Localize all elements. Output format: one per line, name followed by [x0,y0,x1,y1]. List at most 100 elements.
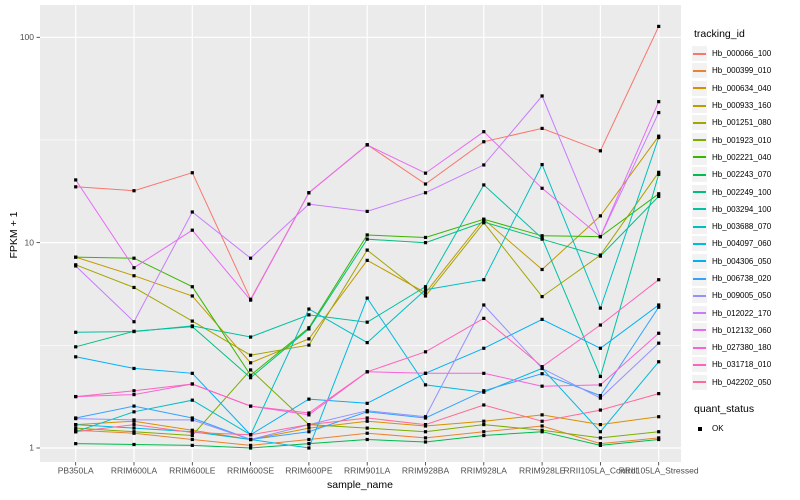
legend-label: Hb_012022_170 [712,308,772,318]
data-point [132,442,136,447]
legend-item-Hb_009005_050: Hb_009005_050 [692,287,798,304]
data-point [190,433,194,438]
legend-label: Hb_002221_040 [712,152,772,162]
data-point [482,389,486,393]
data-point [657,170,661,174]
data-point [598,235,602,239]
y-tick-label: 10 [25,237,35,247]
y-axis-title: FPKM + 1 [8,211,20,259]
x-tick-label: RRIM928LA [461,466,508,476]
legend-item-Hb_000399_010: Hb_000399_010 [692,62,798,79]
x-tick-label: RRIM928BA [402,466,450,476]
x-tick-label: RRII105LA_Control [564,466,638,476]
legend-item-Hb_001251_080: Hb_001251_080 [692,114,798,131]
legend-label: Hb_006738_020 [712,274,772,283]
data-point [74,264,78,268]
data-point [598,396,602,400]
data-point [598,383,602,387]
data-point [249,256,253,260]
data-point [365,401,369,405]
legend-key-line-icon [692,219,707,235]
legend-label: Hb_009005_050 [712,291,772,301]
x-tick-label: RRII105LA_Stressed [619,466,699,476]
data-point [540,236,544,240]
data-point [423,440,428,444]
data-point [190,324,194,328]
data-point [657,392,661,396]
data-point [132,256,136,260]
legend-key-line-icon [692,271,707,286]
data-point [423,285,428,289]
data-point [365,237,369,241]
data-point [540,162,544,167]
legend-item-Hb_004097_060: Hb_004097_060 [692,235,798,252]
data-point [657,305,661,309]
data-point [132,423,136,427]
legend-key-line-icon [692,201,707,217]
data-point [365,416,369,420]
legend-label: Hb_004097_060 [712,239,772,249]
data-point [657,331,661,335]
data-point [423,294,428,298]
data-point [132,285,136,290]
data-point [132,320,136,324]
data-point [74,178,78,182]
legend: tracking_id Hb_000066_100 Hb_000399_010 Hb… [692,28,798,437]
legend-label: Hb_031718_010 [712,360,772,370]
legend-key-line-icon [692,288,707,304]
legend-label: Hb_002243_070 [712,170,772,180]
data-point [190,294,194,298]
data-point [423,288,428,292]
data-point [540,424,544,428]
data-point [132,410,136,414]
data-point [74,430,78,434]
y-tick-label: 1 [29,443,34,453]
data-point [307,426,311,430]
data-point [598,374,602,379]
data-point [657,303,661,307]
data-point [307,437,311,442]
data-point [423,423,428,427]
legend-label: Hb_001923_010 [712,135,772,145]
data-point [190,171,194,175]
legend-item-Hb_003688_070: Hb_003688_070 [692,218,798,235]
data-point [598,323,602,327]
data-point [482,303,486,307]
data-point [365,209,369,213]
data-point [190,371,194,375]
legend-item-Hb_012132_060: Hb_012132_060 [692,322,798,339]
data-point [482,316,486,320]
data-point [365,341,369,345]
x-tick-label: RRIM600PE [285,466,333,476]
data-point [249,361,253,365]
data-point [423,291,428,295]
quant-status-label: OK [712,424,724,434]
legend-item-Hb_006738_020: Hb_006738_020 [692,270,798,287]
data-point [132,426,136,430]
data-point [598,436,602,440]
data-point [423,383,428,387]
data-point [307,313,311,317]
data-point [540,366,544,371]
data-point [482,371,486,375]
data-point [482,140,486,144]
data-point [598,423,602,427]
legend-item-Hb_000634_040: Hb_000634_040 [692,80,798,97]
data-point [423,350,428,354]
data-point [657,436,661,440]
data-point [249,335,253,339]
x-tick-label: RRIM600LE [169,466,216,476]
legend-item-Hb_002249_100: Hb_002249_100 [692,183,798,200]
data-point [657,194,661,198]
data-point [132,392,136,397]
data-point [190,210,194,214]
legend-label: Hb_003688_070 [712,222,772,232]
data-point [190,443,194,447]
data-point [540,384,544,388]
legend-label: Hb_004306_050 [712,256,772,266]
quant-status-legend: quant_status OK [692,403,798,437]
x-tick-label: RRIM901LA [344,466,391,476]
data-point [482,433,486,438]
data-point [482,220,486,224]
data-point [423,182,428,186]
